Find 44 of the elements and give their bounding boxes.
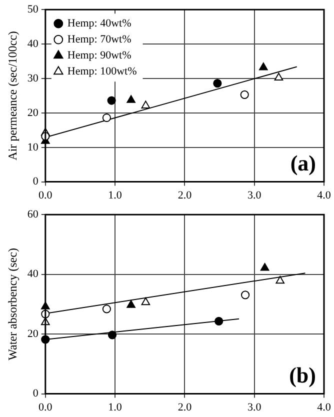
y-tick-label: 0	[32, 388, 39, 400]
y-tick-label: 30	[27, 72, 39, 84]
annotation: (a)	[290, 150, 316, 176]
point	[260, 263, 270, 271]
point	[102, 113, 111, 122]
point	[126, 95, 136, 103]
y-axis-title: Water absorbency (sec)	[5, 248, 20, 360]
x-tick-label: 1.0	[108, 401, 122, 414]
y-axis-title: Air permeance (sec/100cc)	[5, 31, 20, 160]
x-tick-label: 3.0	[247, 401, 262, 414]
annotation: (b)	[289, 362, 316, 388]
legend-label: Hemp: 40wt%	[67, 17, 132, 30]
point	[102, 304, 111, 314]
x-tick-label: 4.0	[317, 189, 332, 202]
legend-label: Hemp: 90wt%	[67, 49, 132, 62]
point	[107, 96, 116, 105]
point	[276, 276, 285, 284]
y-tick-label: 20	[27, 328, 39, 340]
point	[274, 72, 284, 81]
x-tick-label: 2.0	[178, 401, 192, 414]
y-tick-label: 40	[27, 268, 39, 280]
x-tick-label: 1.0	[108, 189, 122, 202]
point	[126, 300, 136, 308]
point	[214, 316, 224, 326]
point	[108, 330, 117, 340]
y-tick-label: 50	[27, 3, 39, 16]
x-tick-label: 0.0	[38, 401, 53, 414]
x-tick-label: 2.0	[178, 189, 192, 202]
x-tick-label: 3.0	[247, 189, 262, 202]
point	[259, 62, 268, 70]
x-tick-label: 0.0	[38, 189, 53, 202]
y-tick-label: 40	[27, 38, 39, 50]
point	[213, 79, 222, 88]
legend-label: Hemp: 70wt%	[67, 33, 132, 46]
y-tick-label: 60	[27, 208, 39, 220]
point	[240, 90, 249, 99]
point	[141, 100, 150, 108]
point	[240, 290, 250, 300]
y-tick-label: 0	[32, 176, 39, 188]
point	[141, 297, 150, 306]
y-tick-label: 20	[27, 106, 39, 119]
x-tick-label: 4.0	[317, 401, 332, 414]
legend-label: Hemp: 100wt%	[67, 65, 137, 78]
y-tick-label: 10	[27, 141, 39, 154]
